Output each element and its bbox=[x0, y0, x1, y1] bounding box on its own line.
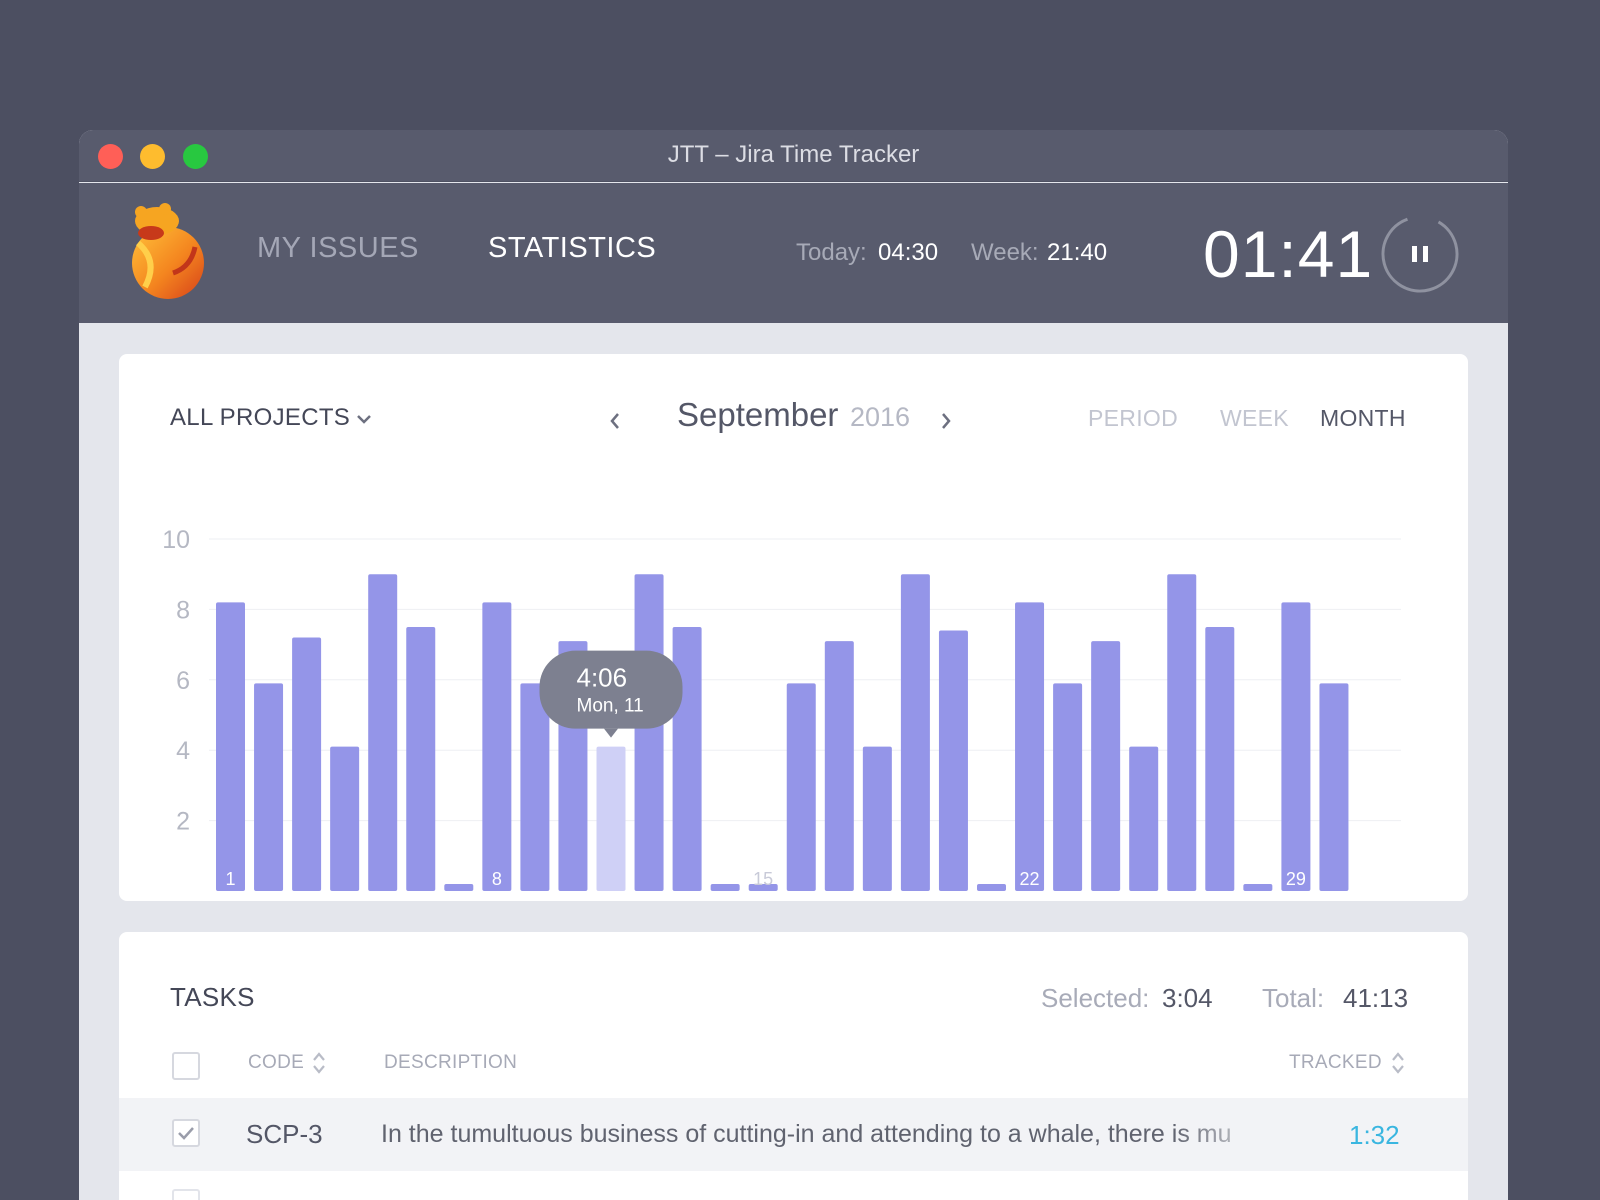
app-header: MY ISSUES STATISTICS Today: 04:30 Week: … bbox=[79, 183, 1508, 323]
chevron-down-icon[interactable] bbox=[356, 413, 372, 425]
bar[interactable] bbox=[748, 883, 778, 891]
app-logo-icon bbox=[132, 203, 204, 299]
bar[interactable] bbox=[824, 641, 854, 891]
y-tick-label: 6 bbox=[176, 667, 190, 695]
title-bar: JTT – Jira Time Tracker bbox=[79, 130, 1508, 182]
x-tick-label: 15 bbox=[753, 869, 773, 889]
table-row[interactable]: SCP-3 In the tumultuous business of cutt… bbox=[119, 1098, 1468, 1171]
x-tick-label: 8 bbox=[492, 869, 502, 889]
next-month-button[interactable] bbox=[939, 411, 953, 431]
window-title: JTT – Jira Time Tracker bbox=[667, 141, 920, 168]
pause-button[interactable] bbox=[1379, 213, 1461, 295]
description-column-header: DESCRIPTION bbox=[384, 1052, 518, 1073]
bar[interactable] bbox=[482, 602, 512, 891]
x-tick-label: 1 bbox=[225, 869, 235, 889]
range-period-button[interactable]: PERIOD bbox=[1088, 405, 1178, 431]
week-value: 21:40 bbox=[1047, 239, 1108, 266]
bar[interactable] bbox=[368, 574, 398, 891]
bar[interactable] bbox=[444, 883, 474, 891]
total-label: Total: bbox=[1262, 983, 1325, 1013]
bar[interactable] bbox=[292, 637, 322, 891]
row-checkbox[interactable] bbox=[172, 1189, 200, 1200]
tab-statistics[interactable]: STATISTICS bbox=[488, 232, 657, 264]
bar[interactable] bbox=[634, 574, 664, 891]
range-month-button[interactable]: MONTH bbox=[1320, 405, 1406, 431]
close-window-button[interactable] bbox=[98, 144, 123, 169]
row-checkbox[interactable] bbox=[172, 1119, 200, 1147]
bar[interactable] bbox=[786, 683, 816, 891]
bar[interactable] bbox=[1091, 641, 1121, 891]
task-code: SCP-3 bbox=[246, 1119, 323, 1149]
bar[interactable] bbox=[672, 627, 702, 891]
month-label: September bbox=[677, 396, 839, 433]
code-column-header[interactable]: CODE bbox=[248, 1052, 305, 1073]
bar[interactable] bbox=[216, 602, 245, 891]
bar[interactable] bbox=[1129, 746, 1159, 891]
selected-label: Selected: bbox=[1041, 983, 1150, 1013]
bar[interactable] bbox=[520, 683, 550, 891]
app-window: JTT – Jira Time Tracker MY ISSUES STATIS… bbox=[79, 130, 1508, 1200]
today-label: Today: bbox=[796, 239, 867, 266]
bar[interactable] bbox=[1015, 602, 1045, 891]
y-tick-label: 10 bbox=[162, 526, 190, 554]
sort-code-icon[interactable] bbox=[312, 1050, 326, 1076]
table-row[interactable] bbox=[119, 1171, 1468, 1200]
tooltip-date: Mon, 11 bbox=[577, 696, 644, 717]
bar[interactable] bbox=[254, 683, 284, 891]
minimize-window-button[interactable] bbox=[140, 144, 165, 169]
x-tick-label: 22 bbox=[1020, 869, 1040, 889]
checkmark-icon bbox=[178, 1127, 194, 1140]
bar[interactable] bbox=[1053, 683, 1083, 891]
y-tick-label: 4 bbox=[176, 737, 190, 765]
bar[interactable] bbox=[330, 746, 360, 891]
tooltip-value: 4:06 bbox=[577, 663, 628, 693]
bar[interactable] bbox=[900, 574, 930, 891]
bar[interactable] bbox=[406, 627, 436, 891]
range-week-button[interactable]: WEEK bbox=[1220, 405, 1289, 431]
bar[interactable] bbox=[1167, 574, 1197, 891]
y-tick-label: 8 bbox=[176, 596, 190, 624]
year-label: 2016 bbox=[850, 402, 911, 432]
task-tracked-time: 1:32 bbox=[1349, 1120, 1400, 1150]
bar[interactable] bbox=[977, 883, 1006, 891]
select-all-checkbox[interactable] bbox=[172, 1052, 200, 1080]
tasks-card: TASKS Selected: 3:04 Total: 41:13 CODE D… bbox=[119, 932, 1468, 1200]
task-description: In the tumultuous business of cutting-in… bbox=[381, 1120, 1232, 1148]
zoom-window-button[interactable] bbox=[183, 144, 208, 169]
project-select[interactable]: ALL PROJECTS bbox=[170, 404, 351, 431]
statistics-card: ALL PROJECTS September 2016 PERIOD WEEK … bbox=[119, 354, 1468, 901]
selected-value: 3:04 bbox=[1162, 983, 1213, 1013]
today-value: 04:30 bbox=[878, 239, 939, 266]
bar[interactable] bbox=[1243, 883, 1273, 891]
x-tick-label: 29 bbox=[1286, 869, 1306, 889]
chart-tooltip: 4:06 Mon, 11 bbox=[539, 650, 683, 738]
bar[interactable] bbox=[1281, 602, 1311, 891]
y-tick-label: 2 bbox=[176, 808, 190, 836]
total-value: 41:13 bbox=[1343, 983, 1409, 1013]
pause-icon bbox=[1412, 246, 1428, 262]
bar[interactable] bbox=[938, 630, 968, 891]
tab-my-issues[interactable]: MY ISSUES bbox=[257, 232, 419, 264]
tasks-title: TASKS bbox=[170, 982, 255, 1012]
week-label: Week: bbox=[971, 239, 1039, 266]
daily-hours-bar-chart: 2 4 6 8 10 1 8 15 22 29 4:06 Mon, 11 bbox=[162, 526, 1401, 891]
tracked-column-header[interactable]: TRACKED bbox=[1289, 1052, 1382, 1073]
bar[interactable] bbox=[862, 746, 892, 891]
bar[interactable] bbox=[1205, 627, 1235, 891]
bar[interactable] bbox=[596, 746, 626, 891]
sort-tracked-icon[interactable] bbox=[1391, 1050, 1405, 1076]
timer-display: 01:41 bbox=[1203, 217, 1374, 291]
bar[interactable] bbox=[710, 883, 740, 891]
bar[interactable] bbox=[1319, 683, 1349, 891]
prev-month-button[interactable] bbox=[608, 411, 622, 431]
